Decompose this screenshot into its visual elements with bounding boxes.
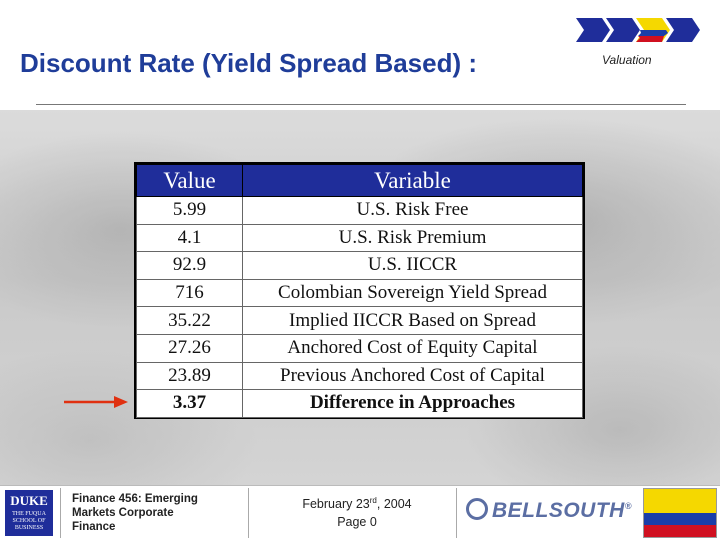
cell-value: 716 [136, 278, 243, 308]
duke-logo-subtext: THE FUQUA SCHOOL OF BUSINESS [12, 511, 46, 531]
table-row: 4.1 U.S. Risk Premium [136, 223, 583, 253]
footer-divider [456, 488, 457, 538]
nav-chevron-2 [606, 18, 640, 42]
presentation-date: February 23rd, 2004 [302, 496, 412, 512]
cell-value: 23.89 [136, 361, 243, 391]
table-row: 35.22 Implied IICCR Based on Spread [136, 306, 583, 335]
bellsouth-logo: BELLSOUTH® [466, 498, 632, 525]
cell-value: 35.22 [136, 306, 243, 335]
cell-variable: U.S. IICCR [242, 251, 583, 280]
course-line: Finance 456: Emerging [72, 493, 198, 505]
cell-variable: Difference in Approaches [242, 389, 583, 418]
cell-variable: U.S. Risk Free [242, 196, 583, 225]
footer-divider [60, 488, 61, 538]
table-row: 92.9 U.S. IICCR [136, 251, 583, 280]
table-header-row: Value Variable [136, 164, 583, 197]
duke-logo-text: DUKE [10, 493, 48, 508]
cell-value: 3.37 [136, 389, 243, 418]
course-line: Finance [72, 521, 116, 533]
bellsouth-wordmark: BELLSOUTH [492, 499, 625, 522]
course-name: Finance 456: Emerging Markets Corporate … [72, 492, 232, 534]
column-header-variable: Variable [242, 164, 583, 197]
bellsouth-bell-icon [466, 498, 488, 521]
flag-stripe-red [644, 525, 716, 537]
cell-value: 92.9 [136, 251, 243, 280]
cell-variable: Anchored Cost of Equity Capital [242, 333, 583, 363]
nav-chevron-1 [576, 18, 610, 42]
page-number: Page 0 [337, 515, 377, 530]
cell-variable: Colombian Sovereign Yield Spread [242, 278, 583, 308]
pointer-arrow-icon [64, 396, 128, 408]
section-nav-chevrons [576, 18, 700, 42]
section-label: Valuation [602, 53, 652, 67]
table-row: 23.89 Previous Anchored Cost of Capital [136, 361, 583, 391]
column-header-value: Value [136, 164, 243, 197]
nav-chevron-4 [666, 18, 700, 42]
colombia-flag [643, 488, 717, 538]
table-row: 27.26 Anchored Cost of Equity Capital [136, 333, 583, 363]
page-title: Discount Rate (Yield Spread Based) : [20, 48, 478, 78]
cell-variable: U.S. Risk Premium [242, 223, 583, 253]
table-row-highlighted: 3.37 Difference in Approaches [136, 389, 583, 418]
nav-chevron-3-red [636, 36, 664, 42]
cell-variable: Previous Anchored Cost of Capital [242, 361, 583, 391]
footer-divider [248, 488, 249, 538]
date-and-page: February 23rd, 2004 Page 0 [282, 492, 432, 531]
footer-bar: DUKE THE FUQUA SCHOOL OF BUSINESS Financ… [0, 485, 720, 540]
cell-value: 5.99 [136, 196, 243, 225]
duke-logo: DUKE THE FUQUA SCHOOL OF BUSINESS [5, 490, 53, 536]
cell-value: 27.26 [136, 333, 243, 363]
nav-chevron-3-blue [638, 30, 668, 36]
table-row: 716 Colombian Sovereign Yield Spread [136, 278, 583, 308]
cell-value: 4.1 [136, 223, 243, 253]
table-row: 5.99 U.S. Risk Free [136, 196, 583, 225]
title-divider [36, 104, 686, 105]
flag-stripe-blue [644, 513, 716, 525]
course-line: Markets Corporate [72, 507, 174, 519]
flag-stripe-yellow [644, 489, 716, 513]
registered-mark: ® [624, 501, 632, 511]
discount-rate-table: Value Variable 5.99 U.S. Risk Free 4.1 U… [134, 162, 585, 419]
cell-variable: Implied IICCR Based on Spread [242, 306, 583, 335]
